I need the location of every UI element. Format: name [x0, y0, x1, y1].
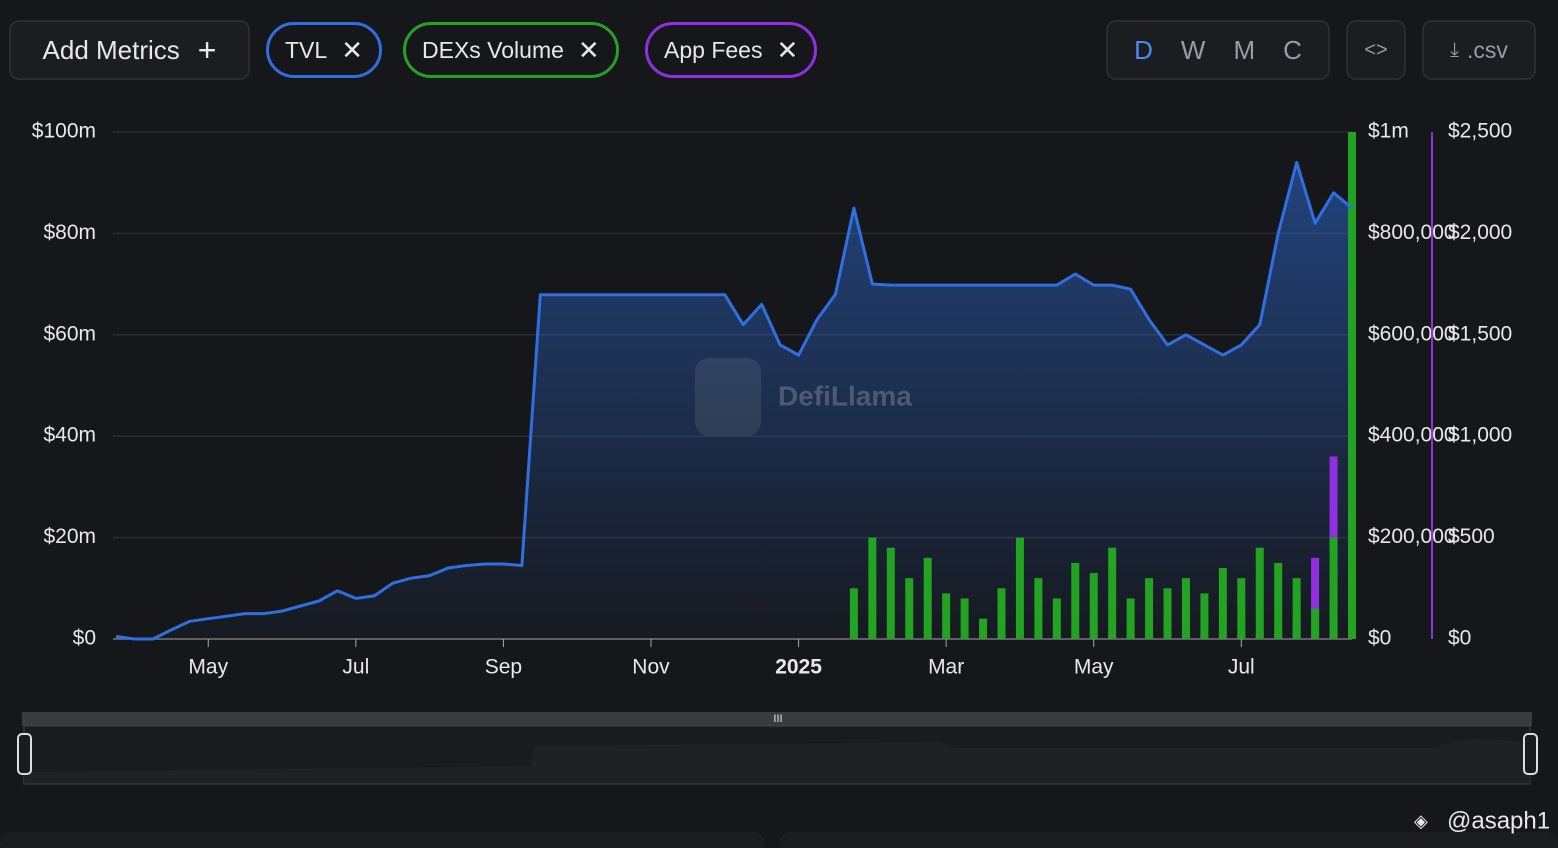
period-button[interactable]: D — [1134, 34, 1153, 65]
bar — [1145, 578, 1154, 639]
bar — [997, 588, 1006, 639]
period-button[interactable]: M — [1233, 34, 1256, 65]
y3-tick-label: $2,000 — [1448, 221, 1512, 244]
x-tick-label: Mar — [928, 656, 964, 679]
bar — [923, 557, 932, 639]
bar — [886, 547, 895, 639]
line-area — [116, 162, 1352, 639]
bar — [1255, 547, 1264, 639]
chip-label: App Fees — [664, 36, 763, 63]
x-tick-label: Nov — [632, 656, 670, 679]
bar — [1015, 537, 1024, 639]
bar — [1126, 598, 1135, 639]
bar — [1163, 588, 1172, 639]
y3-tick-label: $2,500 — [1448, 120, 1512, 143]
bar — [1274, 562, 1283, 639]
bar — [1200, 593, 1209, 639]
y2-tick-label: $400,000 — [1368, 424, 1456, 447]
bar — [1311, 608, 1320, 639]
bar — [1089, 573, 1098, 639]
y3-tick-label: $1,500 — [1448, 322, 1512, 345]
y-tick-label: $100m — [32, 120, 96, 143]
metric-chip[interactable]: App Fees ✕ — [645, 22, 818, 78]
panel-edge — [780, 832, 1558, 848]
bar — [1034, 578, 1043, 639]
x-tick-label: 2025 — [775, 656, 822, 679]
metric-chip[interactable]: DEXs Volume ✕ — [403, 22, 619, 78]
y3-tick-label: $500 — [1448, 525, 1495, 548]
y3-tick-label: $0 — [1448, 627, 1471, 650]
bar — [1311, 557, 1320, 639]
bar — [1218, 568, 1227, 639]
add-metrics-button[interactable]: Add Metrics + — [9, 20, 250, 80]
y2-tick-label: $600,000 — [1368, 322, 1456, 345]
navigator-grip: III — [773, 713, 782, 725]
x-tick-label: Jul — [1228, 656, 1255, 679]
csv-label: .csv — [1466, 36, 1508, 63]
bar — [979, 618, 988, 639]
y2-tick-label: $800,000 — [1368, 221, 1456, 244]
add-metrics-label: Add Metrics — [42, 34, 180, 65]
bar — [868, 537, 877, 639]
bar — [905, 578, 914, 639]
bar — [1329, 537, 1338, 639]
chip-label: TVL — [285, 36, 328, 63]
chip-label: DEXs Volume — [422, 36, 564, 63]
y2-tick-label: $200,000 — [1368, 525, 1456, 548]
bar — [1348, 132, 1356, 639]
remove-icon[interactable]: ✕ — [341, 34, 363, 65]
plus-icon: + — [197, 31, 217, 68]
remove-icon[interactable]: ✕ — [776, 34, 799, 65]
navigator-handle[interactable] — [17, 733, 32, 775]
bar — [960, 598, 969, 639]
line — [115, 160, 1353, 641]
embed-button[interactable]: <> — [1346, 20, 1406, 80]
bar — [1292, 578, 1301, 639]
y2-tick-label: $0 — [1368, 627, 1391, 650]
y-tick-label: $80m — [43, 221, 96, 244]
bar — [1181, 578, 1190, 639]
y2-tick-label: $1m — [1368, 120, 1409, 143]
panel-edge — [0, 832, 764, 848]
period-group: D W M C — [1106, 20, 1330, 80]
watermark: DefiLlama — [778, 380, 912, 411]
y-tick-label: $0 — [73, 627, 96, 650]
navigator-preview — [24, 738, 1530, 783]
y-tick-label: $60m — [43, 322, 96, 345]
bar — [1052, 598, 1061, 639]
bar — [849, 588, 858, 639]
navigator-handle[interactable] — [1523, 733, 1538, 775]
bar — [942, 593, 951, 639]
x-tick-label: May — [188, 656, 228, 679]
navigator-bar — [22, 712, 1532, 726]
bar — [1071, 562, 1080, 639]
period-button[interactable]: C — [1283, 34, 1302, 65]
watermark-logo — [695, 358, 761, 436]
period-button[interactable]: W — [1180, 34, 1206, 65]
x-tick-label: Jul — [342, 656, 369, 679]
bar — [1108, 547, 1117, 639]
credit-icon: ◈ — [1414, 811, 1428, 831]
x-tick-label: May — [1074, 656, 1114, 679]
bar — [1237, 578, 1246, 639]
metric-chip[interactable]: TVL ✕ — [266, 22, 382, 78]
y-tick-label: $20m — [43, 525, 96, 548]
y3-tick-label: $1,000 — [1448, 424, 1512, 447]
remove-icon[interactable]: ✕ — [577, 34, 600, 65]
y-tick-label: $40m — [43, 424, 96, 447]
credit: @asaph1 — [1447, 807, 1550, 834]
file-icon: ⤓ — [1450, 38, 1459, 61]
x-tick-label: Sep — [485, 656, 522, 679]
csv-button[interactable]: ⤓ .csv — [1422, 20, 1536, 80]
